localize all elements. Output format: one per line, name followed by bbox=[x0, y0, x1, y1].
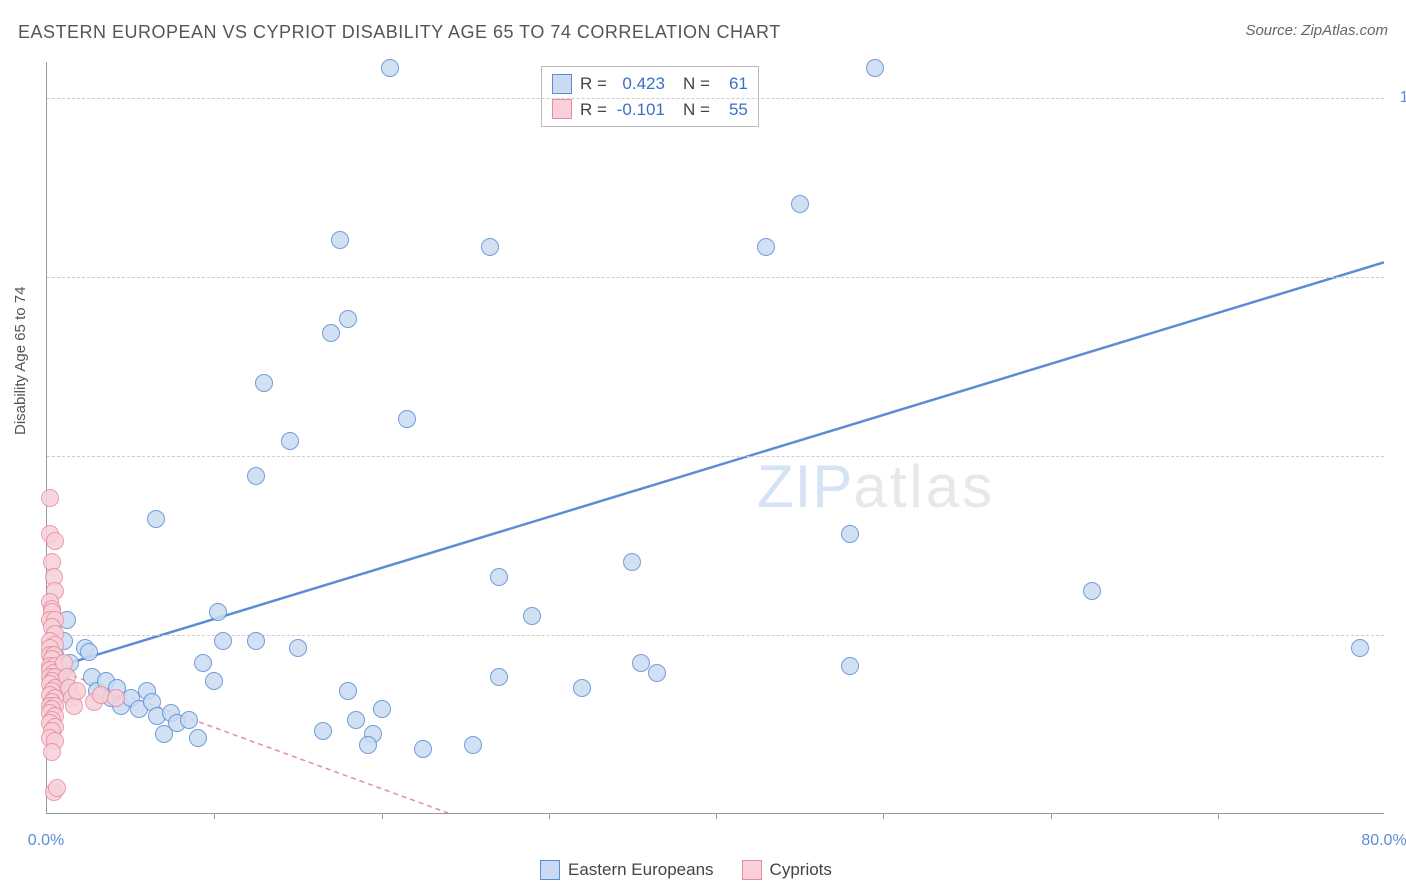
trend-line bbox=[47, 262, 1384, 670]
watermark-part1: ZIP bbox=[757, 453, 853, 520]
y-tick-label: 75.0% bbox=[1394, 268, 1406, 286]
scatter-point bbox=[68, 682, 86, 700]
scatter-point bbox=[189, 729, 207, 747]
legend-item: Eastern Europeans bbox=[540, 860, 714, 880]
scatter-point bbox=[490, 668, 508, 686]
scatter-point bbox=[331, 231, 349, 249]
x-tick bbox=[716, 813, 717, 819]
x-tick bbox=[382, 813, 383, 819]
legend-swatch bbox=[552, 99, 572, 119]
chart-plot-area: ZIPatlas R =0.423N =61R =-0.101N =55 25.… bbox=[46, 62, 1384, 814]
stat-r-value: 0.423 bbox=[615, 71, 665, 97]
scatter-point bbox=[194, 654, 212, 672]
scatter-point bbox=[373, 700, 391, 718]
scatter-point bbox=[314, 722, 332, 740]
gridline-h bbox=[47, 456, 1384, 457]
x-tick bbox=[1218, 813, 1219, 819]
scatter-point bbox=[43, 743, 61, 761]
scatter-point bbox=[46, 532, 64, 550]
stats-row: R = -0.101 N = 55 bbox=[552, 97, 748, 123]
scatter-point bbox=[481, 238, 499, 256]
legend-swatch bbox=[742, 860, 762, 880]
scatter-point bbox=[289, 639, 307, 657]
stats-legend-box: R = 0.423 N = 61 R = -0.101 N = 55 bbox=[541, 66, 759, 127]
y-tick-label: 25.0% bbox=[1394, 626, 1406, 644]
stat-r-label: R = bbox=[580, 71, 607, 97]
scatter-point bbox=[107, 689, 125, 707]
scatter-point bbox=[80, 643, 98, 661]
scatter-point bbox=[1083, 582, 1101, 600]
scatter-point bbox=[632, 654, 650, 672]
scatter-point bbox=[381, 59, 399, 77]
scatter-point bbox=[866, 59, 884, 77]
trendlines-svg bbox=[47, 62, 1384, 813]
scatter-point bbox=[623, 553, 641, 571]
legend-label: Eastern Europeans bbox=[568, 860, 714, 880]
scatter-point bbox=[359, 736, 377, 754]
scatter-point bbox=[347, 711, 365, 729]
scatter-point bbox=[841, 657, 859, 675]
scatter-point bbox=[205, 672, 223, 690]
scatter-point bbox=[214, 632, 232, 650]
scatter-point bbox=[398, 410, 416, 428]
scatter-point bbox=[841, 525, 859, 543]
chart-source: Source: ZipAtlas.com bbox=[1245, 22, 1388, 39]
x-tick-label: 80.0% bbox=[1361, 832, 1406, 850]
scatter-point bbox=[247, 632, 265, 650]
scatter-point bbox=[464, 736, 482, 754]
watermark-part2: atlas bbox=[853, 453, 995, 520]
legend-swatch bbox=[540, 860, 560, 880]
stat-n-label: N = bbox=[683, 71, 710, 97]
x-tick bbox=[214, 813, 215, 819]
scatter-point bbox=[791, 195, 809, 213]
scatter-point bbox=[648, 664, 666, 682]
y-tick-label: 50.0% bbox=[1394, 447, 1406, 465]
scatter-point bbox=[255, 374, 273, 392]
x-tick bbox=[549, 813, 550, 819]
scatter-point bbox=[281, 432, 299, 450]
y-tick-label: 100.0% bbox=[1394, 89, 1406, 107]
scatter-point bbox=[757, 238, 775, 256]
scatter-point bbox=[147, 510, 165, 528]
gridline-h bbox=[47, 277, 1384, 278]
stat-r-value: -0.101 bbox=[615, 97, 665, 123]
bottom-legend: Eastern Europeans Cypriots bbox=[540, 860, 832, 880]
scatter-point bbox=[322, 324, 340, 342]
scatter-point bbox=[523, 607, 541, 625]
legend-swatch bbox=[552, 74, 572, 94]
scatter-point bbox=[209, 603, 227, 621]
scatter-point bbox=[41, 489, 59, 507]
gridline-h bbox=[47, 98, 1384, 99]
scatter-point bbox=[339, 682, 357, 700]
legend-item: Cypriots bbox=[742, 860, 832, 880]
scatter-point bbox=[180, 711, 198, 729]
scatter-point bbox=[1351, 639, 1369, 657]
x-tick-label: 0.0% bbox=[28, 832, 64, 850]
scatter-point bbox=[48, 779, 66, 797]
y-axis-label: Disability Age 65 to 74 bbox=[12, 287, 29, 435]
x-tick bbox=[1051, 813, 1052, 819]
scatter-point bbox=[490, 568, 508, 586]
scatter-point bbox=[339, 310, 357, 328]
scatter-point bbox=[414, 740, 432, 758]
stat-n-value: 61 bbox=[718, 71, 748, 97]
stat-n-label: N = bbox=[683, 97, 710, 123]
chart-title: EASTERN EUROPEAN VS CYPRIOT DISABILITY A… bbox=[18, 22, 781, 43]
scatter-point bbox=[573, 679, 591, 697]
stat-n-value: 55 bbox=[718, 97, 748, 123]
scatter-point bbox=[247, 467, 265, 485]
x-tick bbox=[883, 813, 884, 819]
stat-r-label: R = bbox=[580, 97, 607, 123]
stats-row: R = 0.423 N = 61 bbox=[552, 71, 748, 97]
watermark: ZIPatlas bbox=[757, 452, 995, 521]
legend-label: Cypriots bbox=[770, 860, 832, 880]
